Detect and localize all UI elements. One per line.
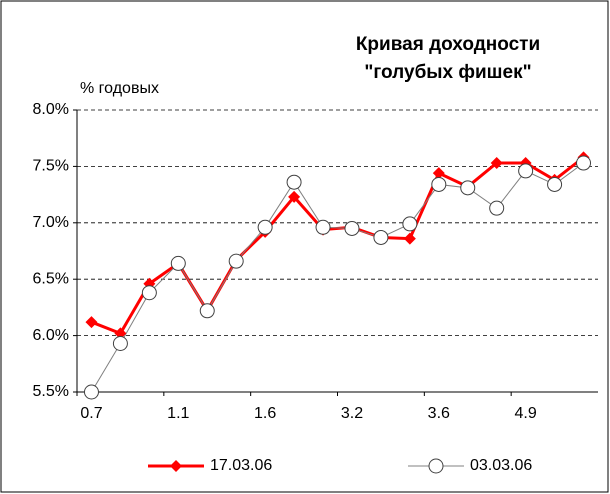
marker (199, 303, 215, 319)
legend-label: 03.03.06 (470, 457, 532, 474)
marker (344, 220, 360, 236)
marker (315, 219, 331, 235)
chart-title: "голубых фишек" (364, 62, 531, 83)
marker (403, 232, 416, 245)
y-tick-label: 7.0% (33, 214, 69, 231)
marker (112, 335, 128, 351)
legend-marker (170, 460, 182, 472)
y-tick-label: 7.5% (33, 158, 69, 175)
y-tick-label: 6.0% (33, 327, 69, 344)
marker (489, 200, 505, 216)
marker (547, 176, 563, 192)
marker (228, 253, 244, 269)
marker (170, 255, 186, 271)
y-tick-label: 8.0% (33, 101, 69, 118)
y-tick-label: 6.5% (33, 270, 69, 287)
marker (460, 180, 476, 196)
x-tick-label: 0.7 (80, 405, 102, 422)
legend-label: 17.03.06 (210, 457, 272, 474)
marker (431, 176, 447, 192)
marker (114, 327, 127, 340)
x-tick-label: 3.6 (428, 405, 450, 422)
x-tick-label: 4.9 (515, 405, 537, 422)
marker (518, 163, 534, 179)
marker (402, 216, 418, 232)
marker (432, 167, 445, 180)
x-tick-label: 1.1 (167, 405, 189, 422)
marker (83, 384, 99, 400)
marker (141, 285, 157, 301)
y-axis-label: % годовых (80, 80, 159, 97)
x-tick-label: 3.2 (341, 405, 363, 422)
y-tick-label: 5.5% (33, 383, 69, 400)
marker (85, 316, 98, 329)
marker (490, 157, 503, 170)
chart-title: Кривая доходности (356, 34, 540, 55)
marker (257, 219, 273, 235)
marker (288, 190, 301, 203)
marker (286, 174, 302, 190)
x-tick-label: 1.6 (254, 405, 276, 422)
marker (576, 155, 592, 171)
marker (373, 229, 389, 245)
legend-marker (428, 458, 444, 474)
